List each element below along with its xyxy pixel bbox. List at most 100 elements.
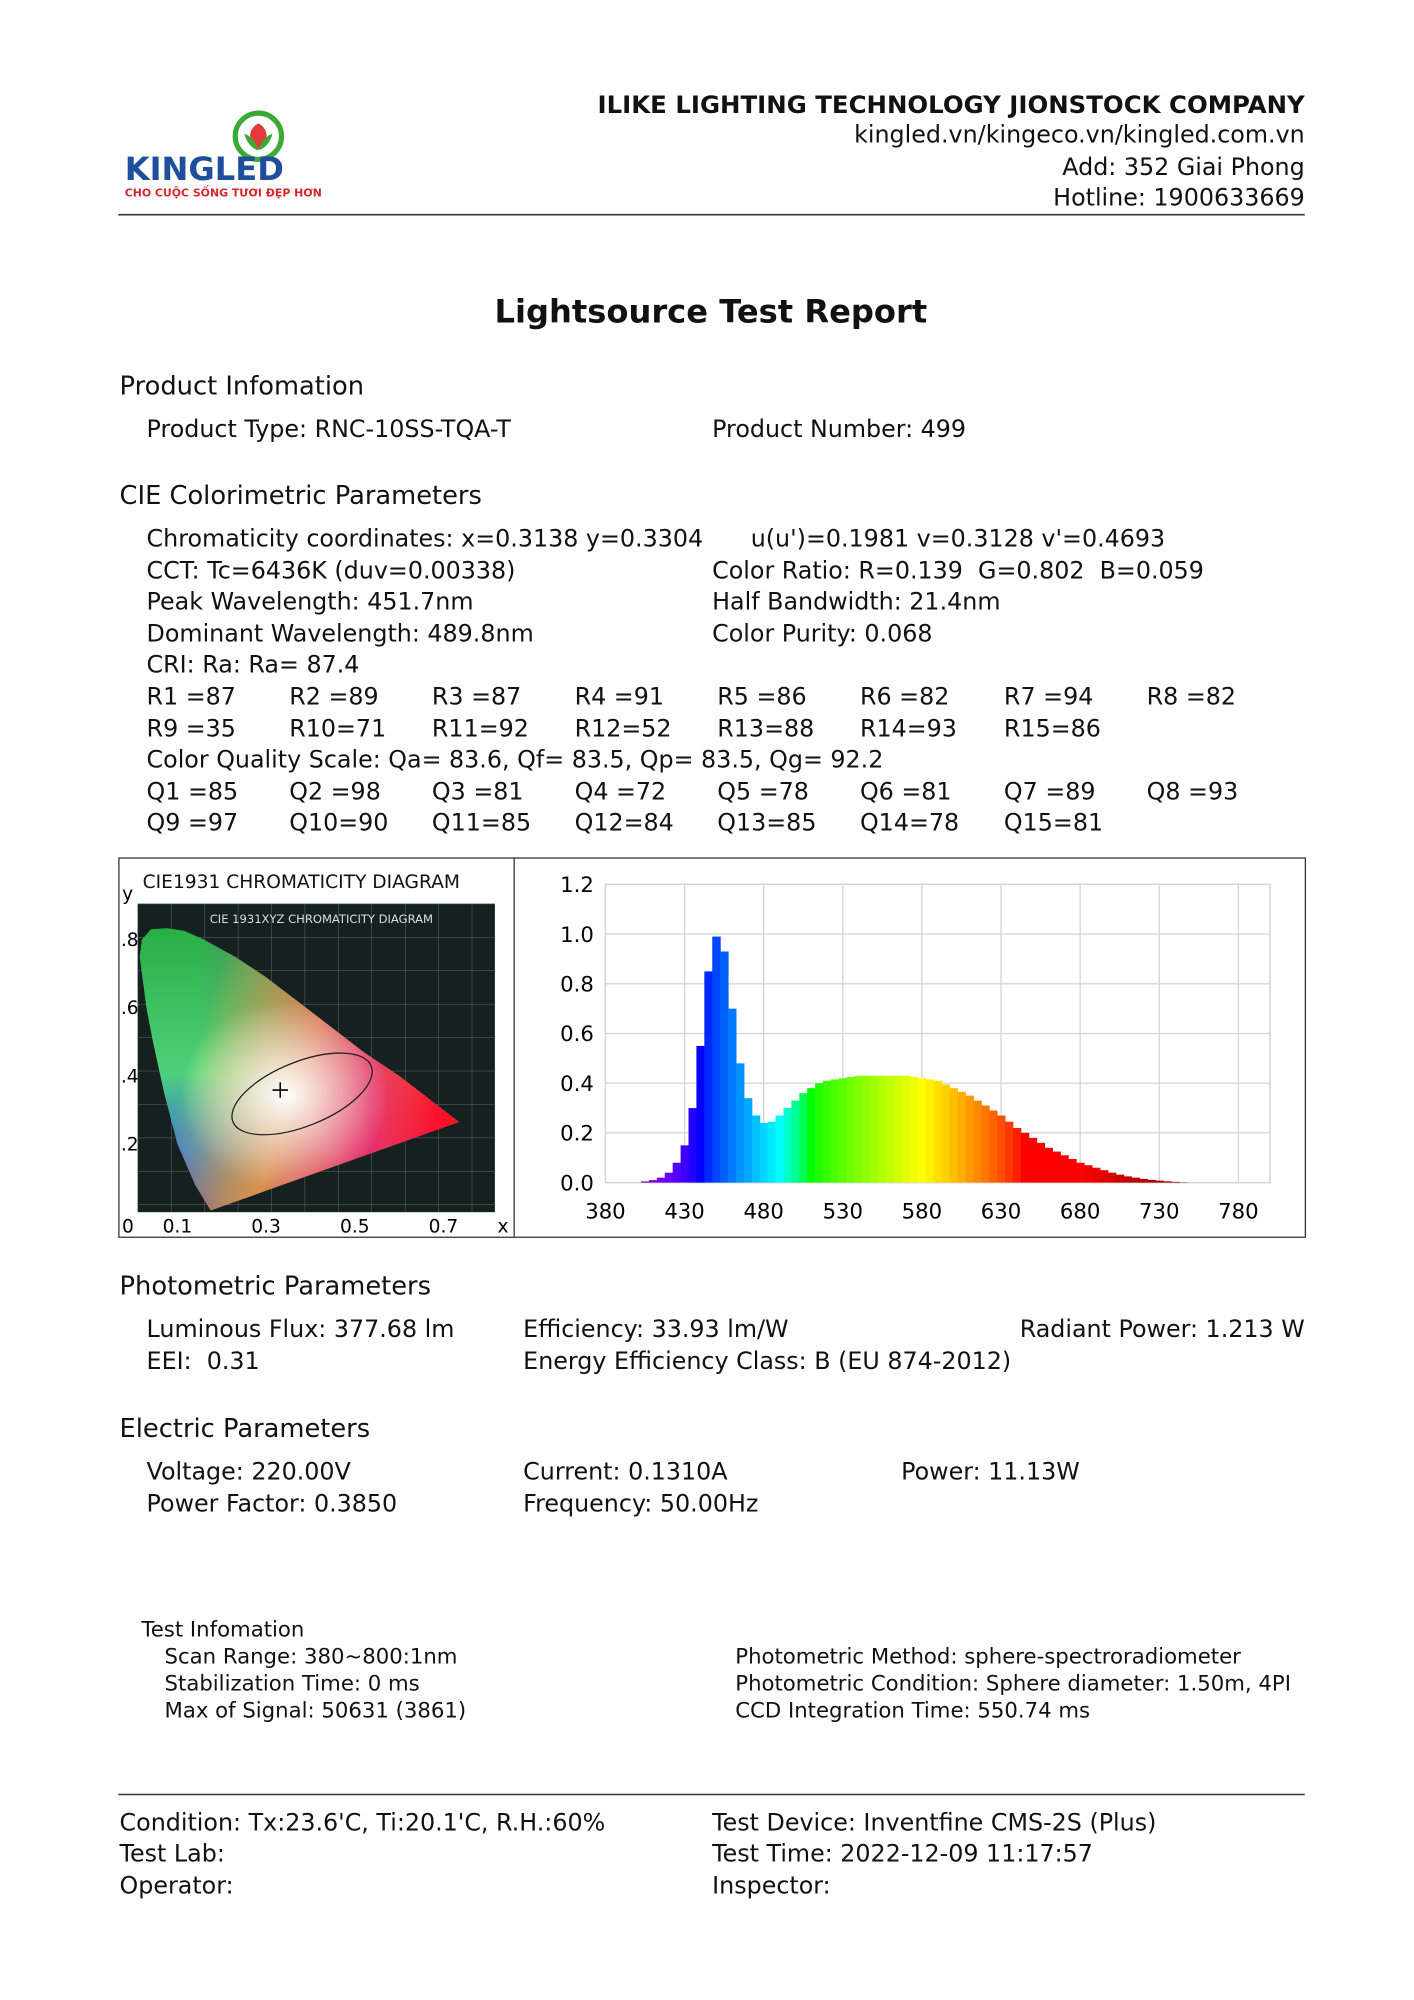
- spectrum-bar: [656, 1177, 666, 1183]
- parameter-text: Q5 =78: [717, 778, 809, 806]
- spectrum-bar: [775, 1115, 784, 1183]
- y-tick-label: 1.2: [560, 872, 594, 897]
- parameter-text: Luminous Flux: 377.68 lm: [146, 1316, 455, 1344]
- parameter-text: Radiant Power: 1.213 W: [1019, 1316, 1305, 1344]
- spectrum-bar: [791, 1100, 800, 1183]
- spectrum-bar: [902, 1075, 911, 1183]
- spectrum-bar: [862, 1075, 872, 1183]
- parameter-text: Q3 =81: [431, 778, 524, 806]
- spectrum-bar: [743, 1098, 753, 1183]
- parameter-text: Q12=84: [574, 810, 674, 838]
- spectrum-bar: [641, 1181, 650, 1183]
- parameter-text: Current: 0.1310A: [523, 1458, 728, 1486]
- footer-text: Test Lab:: [119, 1841, 225, 1869]
- spectrum-bar: [751, 1115, 761, 1183]
- y-tick-label: .2: [121, 1134, 139, 1155]
- parameter-text: CCT: Tc=6436K (duv=0.00338): [146, 557, 516, 585]
- parameter-text: Power: 11.13W: [901, 1458, 1080, 1486]
- parameter-text: Q13=85: [717, 810, 817, 838]
- logo-text: KINGLED: [125, 150, 284, 188]
- logo-ring: [232, 110, 285, 162]
- hotline: Hotline: 1900633669: [1053, 185, 1305, 213]
- x-tick-label: 0.7: [429, 1217, 459, 1238]
- parameter-text: Q2 =98: [289, 778, 381, 806]
- parameter-text: R1 =87: [146, 683, 236, 711]
- section-heading: Test Infomation: [141, 1617, 305, 1642]
- spectrum-bar: [886, 1075, 895, 1183]
- parameter-text: Product Type: RNC-10SS-TQA-T: [146, 416, 511, 444]
- y-tick-label: 1.0: [560, 922, 594, 947]
- spectrum-bar: [728, 1008, 737, 1183]
- y-tick-label: .4: [121, 1066, 139, 1087]
- spectrum-bar: [799, 1093, 808, 1183]
- spectrum-bar: [997, 1115, 1006, 1183]
- parameter-text: R11=92: [431, 715, 529, 743]
- cie-point: [272, 1082, 288, 1098]
- chart-frame: [118, 857, 1307, 1238]
- parameter-text: R5 =86: [717, 683, 807, 711]
- cie-ellipse: [231, 1052, 373, 1136]
- logo-leaf: [244, 133, 273, 151]
- parameter-text: Peak Wavelength: 451.7nm: [146, 588, 474, 616]
- spectrum-bar: [1131, 1177, 1140, 1183]
- footer-text: Condition: Tx:23.6'C, Ti:20.1'C, R.H.:60…: [119, 1809, 606, 1837]
- x-tick-label: 430: [664, 1199, 704, 1224]
- x-tick-label: 0.1: [163, 1217, 193, 1238]
- parameter-text: Max of Signal: 50631 (3861): [164, 1698, 467, 1723]
- parameter-text: Q1 =85: [146, 778, 239, 806]
- spectrum-bar: [759, 1122, 769, 1183]
- parameter-text: CRI: Ra: Ra= 87.4: [146, 652, 360, 680]
- parameter-text: Dominant Wavelength: 489.8nm: [146, 620, 534, 648]
- spectrum-bar: [1052, 1151, 1061, 1183]
- parameter-text: Q7 =89: [1003, 778, 1096, 806]
- spectrum-bar: [1115, 1174, 1125, 1183]
- spectrum-bar: [854, 1075, 864, 1183]
- y-tick-label: 0.8: [560, 972, 594, 997]
- x-tick-label: 480: [743, 1199, 783, 1224]
- spectrum-bar: [981, 1105, 990, 1183]
- spectrum-bar: [910, 1076, 919, 1183]
- parameter-text: R8 =82: [1146, 683, 1237, 711]
- section-heading: CIE Colorimetric Parameters: [119, 479, 482, 511]
- spectrum-bar: [941, 1084, 951, 1183]
- parameter-text: R13=88: [717, 715, 815, 743]
- parameter-text: Efficiency: 33.93 lm/W: [523, 1316, 789, 1344]
- section-heading: Product Infomation: [119, 370, 365, 402]
- spectrum-bar: [1099, 1170, 1109, 1183]
- spectrum-bar: [807, 1088, 816, 1183]
- x-tick-label: 380: [585, 1199, 625, 1224]
- section-heading: Photometric Parameters: [119, 1270, 432, 1301]
- parameter-text: R12=52: [574, 715, 672, 743]
- parameter-text: R3 =87: [431, 683, 522, 711]
- parameter-text: R4 =91: [574, 683, 664, 711]
- footer-text: Test Device: Inventfine CMS-2S (Plus): [712, 1809, 1157, 1837]
- spectrum-bar: [1163, 1181, 1172, 1183]
- parameter-text: Frequency: 50.00Hz: [523, 1490, 759, 1518]
- parameter-text: Photometric Method: sphere-spectroradiom…: [735, 1644, 1241, 1669]
- parameter-text: EEI: 0.31: [146, 1347, 260, 1375]
- parameter-text: Q14=78: [859, 810, 960, 838]
- spectrum-bar: [823, 1080, 832, 1183]
- spectrum-bar: [957, 1091, 966, 1183]
- parameter-text: R7 =94: [1003, 683, 1094, 711]
- company-name: ILIKE LIGHTING TECHNOLOGY JIONSTOCK COMP…: [597, 91, 1305, 120]
- y-tick-label: 0.6: [560, 1021, 594, 1046]
- x-tick-label: 780: [1218, 1199, 1258, 1224]
- y-tick-label: 0.2: [560, 1121, 594, 1146]
- spectrum-bar: [783, 1108, 792, 1183]
- spectrum-bar: [680, 1145, 690, 1183]
- spectrum-bar: [1147, 1179, 1156, 1183]
- spectrum-bar: [1092, 1167, 1101, 1183]
- y-axis-label: y: [122, 884, 133, 905]
- spectrum-bar: [696, 1045, 705, 1183]
- spectrum-bar: [838, 1078, 848, 1183]
- cie-title: CIE1931 CHROMATICITY DIAGRAM: [143, 872, 460, 893]
- spectrum-bar: [965, 1095, 974, 1183]
- report-title: Lightsource Test Report: [494, 293, 928, 331]
- parameter-text: R15=86: [1003, 715, 1101, 743]
- spectrum-bar: [1171, 1181, 1180, 1183]
- footer-text: Operator:: [119, 1872, 234, 1900]
- logo: [232, 110, 285, 162]
- x-tick-label: 630: [981, 1199, 1021, 1224]
